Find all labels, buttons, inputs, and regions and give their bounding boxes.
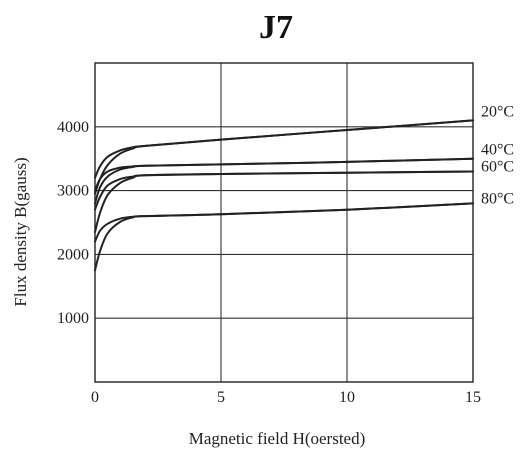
- tick-labels: 0 5 10 15 1000 2000 3000 4000: [57, 119, 481, 406]
- curves: [94, 119, 474, 272]
- y-axis-label: Flux density B(gauss): [11, 157, 30, 306]
- series-line: [94, 119, 474, 195]
- x-tick-label: 15: [465, 389, 481, 406]
- chart-title: J7: [259, 9, 293, 46]
- x-tick-label: 10: [339, 389, 355, 406]
- y-tick-label: 4000: [57, 119, 89, 136]
- series-line: [94, 202, 474, 243]
- x-axis-label: Magnetic field H(oersted): [189, 429, 366, 448]
- series-labels: 20°C 40°C60°C 80°C: [481, 103, 514, 207]
- x-tick-label: 5: [217, 389, 225, 406]
- series-label: 40°C: [481, 142, 514, 159]
- series-line: [94, 119, 474, 179]
- series-label: 60°C: [481, 158, 514, 175]
- series-label: 20°C: [481, 103, 514, 120]
- series-label: 80°C: [481, 190, 514, 207]
- y-tick-label: 3000: [57, 183, 89, 200]
- series-line: [94, 157, 474, 205]
- y-tick-label: 1000: [57, 310, 89, 327]
- x-tick-label: 0: [91, 389, 99, 406]
- series-line: [94, 170, 474, 234]
- series-line: [94, 202, 474, 272]
- grid: [95, 63, 473, 382]
- y-tick-label: 2000: [57, 246, 89, 263]
- plot-frame: [94, 62, 474, 383]
